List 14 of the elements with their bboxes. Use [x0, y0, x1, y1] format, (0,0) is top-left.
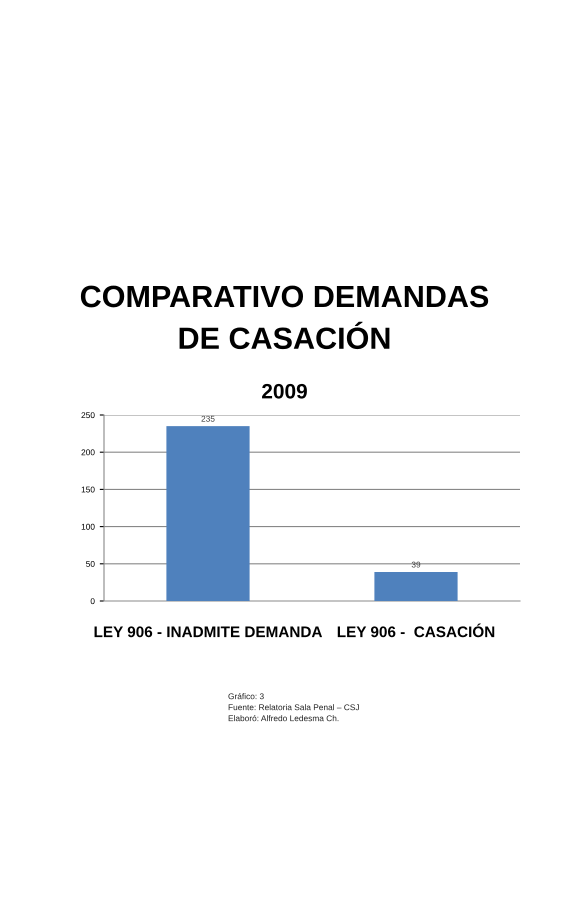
- chart-subtitle: 2009: [262, 384, 307, 399]
- y-tick-label: 0: [90, 598, 95, 604]
- y-tick-label: 200: [81, 449, 95, 456]
- y-tick-label: 150: [82, 486, 95, 492]
- chart-title: COMPARATIVO DEMANDAS DE CASACIÓN: [80, 286, 488, 350]
- text: Gráfico: 3: [228, 693, 264, 700]
- y-tick-label: 100: [82, 524, 95, 530]
- x-tick-label: LEY 906 - INADMITE DEMANDA: [94, 626, 322, 638]
- x-tick-label: LEY 906 - CASACIÓN: [338, 624, 494, 638]
- data-label: 235: [201, 416, 215, 422]
- y-tick-label: 250: [81, 412, 95, 418]
- y-tick-label: 50: [86, 561, 95, 567]
- source-note: Fuente: Relatoria Sala Penal – CSJ: [228, 704, 359, 710]
- text: Elaboró: Alfredo Ledesma Ch.: [228, 715, 338, 722]
